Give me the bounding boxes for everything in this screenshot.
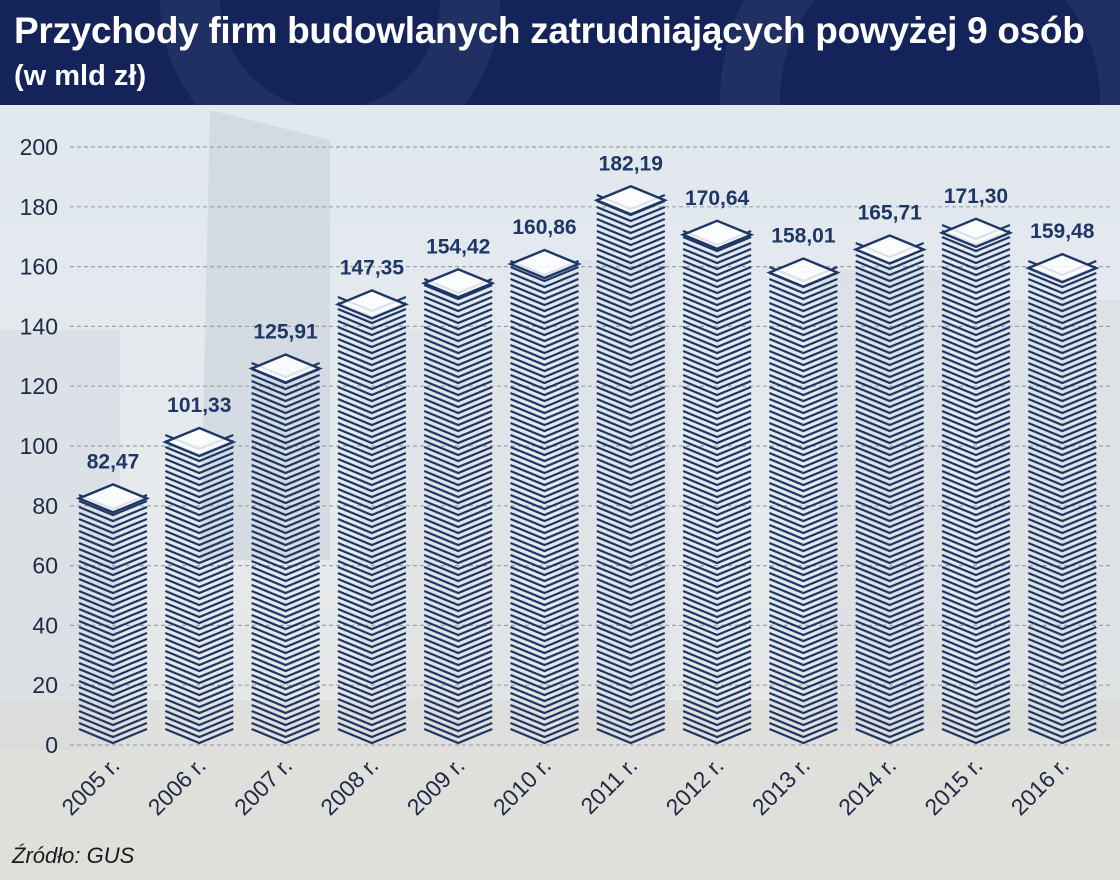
x-tick-label: 2013 r.: [747, 752, 815, 820]
y-tick-label: 200: [20, 134, 58, 160]
bar-chart: 0 20 40 60 80 100 120 140 160 180 200 82,47 101,33 1…: [20, 134, 1110, 820]
y-tick-label: 180: [20, 194, 58, 220]
y-tick-label: 120: [20, 373, 58, 399]
y-tick-label: 40: [32, 612, 58, 638]
x-tick-label: 2007 r.: [229, 752, 297, 820]
bar: [507, 248, 582, 745]
x-tick-label: 2009 r.: [402, 752, 470, 820]
x-tick-label: 2010 r.: [488, 752, 556, 820]
y-tick-label: 60: [32, 553, 58, 579]
x-tick-label: 2014 r.: [833, 752, 901, 820]
value-labels: 82,47 101,33 125,91 147,35 154,42 160,86 182,1…: [87, 152, 1095, 473]
gridlines: [70, 146, 1110, 746]
value-label: 171,30: [944, 185, 1008, 208]
bar: [248, 353, 323, 745]
bar: [852, 234, 927, 745]
y-tick-label: 20: [32, 672, 58, 698]
bar: [421, 267, 496, 745]
chart-header: Przychody firm budowlanych zatrudniający…: [0, 0, 1120, 105]
x-tick-label: 2008 r.: [315, 752, 383, 820]
bar: [679, 219, 755, 745]
y-axis-ticks: 0 20 40 60 80 100 120 140 160 180 200: [20, 134, 58, 758]
value-label: 147,35: [340, 256, 405, 279]
value-label: 125,91: [253, 321, 318, 344]
value-label: 154,42: [426, 235, 490, 258]
bar: [75, 483, 151, 745]
x-tick-label: 2006 r.: [143, 752, 211, 820]
source-note: Źródło: GUS: [12, 843, 135, 868]
x-tick-label: 2011 r.: [575, 752, 642, 819]
chart-subtitle: (w mld zł): [14, 60, 147, 92]
value-label: 182,19: [599, 152, 663, 175]
bar: [593, 184, 668, 745]
y-tick-label: 160: [20, 254, 58, 280]
chart-title: Przychody firm budowlanych zatrudniający…: [14, 10, 1085, 51]
value-label: 160,86: [512, 216, 576, 239]
x-tick-label: 2012 r.: [661, 752, 729, 820]
value-label: 159,48: [1030, 220, 1095, 243]
x-tick-label: 2015 r.: [919, 752, 987, 820]
value-label: 165,71: [858, 202, 923, 225]
value-label: 158,01: [771, 225, 836, 248]
y-tick-label: 140: [20, 313, 58, 339]
bar: [766, 257, 841, 745]
bar: [162, 426, 237, 745]
value-label: 170,64: [685, 187, 750, 210]
value-label: 82,47: [87, 450, 140, 473]
bar: [1025, 252, 1100, 745]
value-label: 101,33: [167, 394, 231, 417]
x-tick-label: 2016 r.: [1006, 752, 1074, 820]
x-axis-labels: 2005 r. 2006 r. 2007 r. 2008 r. 2009 r. 2010 …: [56, 752, 1073, 820]
y-tick-label: 80: [32, 493, 58, 519]
x-tick-label: 2005 r.: [56, 752, 124, 820]
y-tick-label: 0: [45, 732, 58, 758]
bars: [75, 184, 1100, 745]
bar: [938, 217, 1014, 745]
y-tick-label: 100: [20, 433, 58, 459]
bar: [334, 289, 410, 745]
